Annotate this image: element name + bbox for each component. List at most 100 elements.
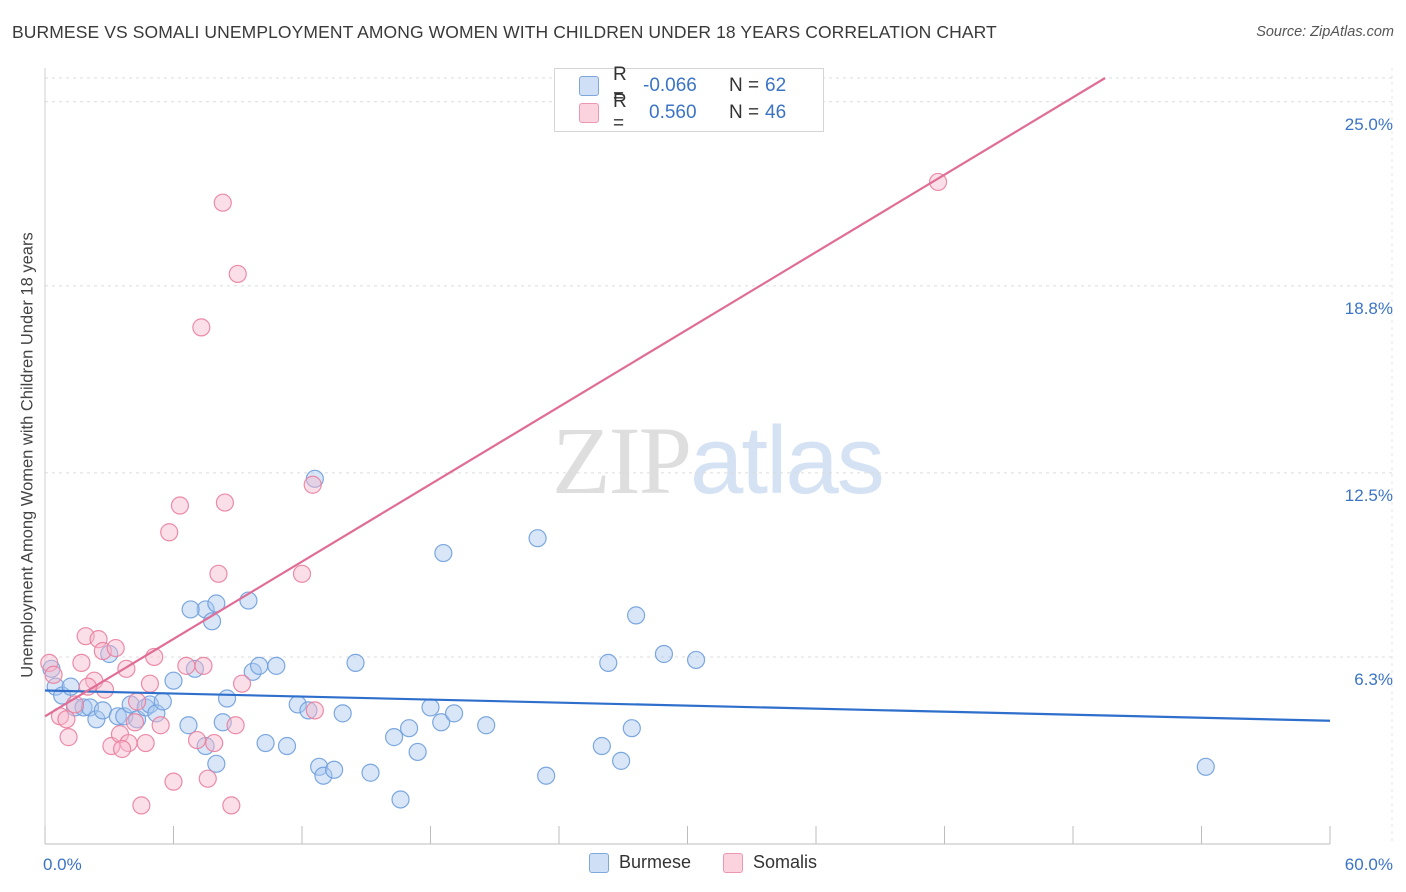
legend-row-somalis: R = 0.560 N = 46 [579, 91, 787, 134]
points-layer [40, 172, 1215, 815]
source-credit: Source: ZipAtlas.com [1256, 24, 1394, 40]
point-somalis [177, 656, 196, 675]
point-burmese [444, 704, 464, 723]
point-somalis [192, 318, 211, 337]
point-burmese [314, 766, 333, 785]
point-burmese [686, 650, 706, 670]
y-tick-label: 25.0% [1345, 115, 1393, 134]
point-burmese [181, 600, 200, 619]
legend-r-label: R = [613, 64, 627, 107]
point-burmese [333, 704, 352, 723]
point-somalis [215, 493, 234, 512]
point-burmese [612, 751, 631, 770]
point-burmese [432, 713, 451, 732]
axis-layer [44, 68, 1393, 845]
point-somalis [305, 701, 324, 720]
legend-swatch-burmese [579, 76, 599, 96]
point-somalis [928, 172, 948, 192]
point-burmese [325, 760, 344, 779]
point-burmese [361, 763, 380, 782]
legend-r-value: -0.066 [643, 75, 697, 96]
watermark-zip: ZIP [552, 407, 692, 514]
label-layer: 6.3% 12.5% 18.8% 25.0% 0.0% 60.0% [43, 115, 1393, 874]
chart-title: BURMESE VS SOMALI UNEMPLOYMENT AMONG WOM… [12, 22, 997, 42]
point-burmese [250, 656, 269, 675]
point-somalis [125, 713, 145, 732]
point-somalis [132, 796, 151, 815]
point-burmese [207, 754, 226, 773]
point-somalis [187, 730, 207, 750]
trend-layer [44, 77, 1331, 722]
point-burmese [537, 766, 556, 785]
point-somalis [136, 733, 155, 753]
point-somalis [303, 475, 322, 494]
point-burmese [391, 790, 410, 809]
point-burmese [654, 644, 674, 664]
point-somalis [140, 674, 160, 693]
legend-n-label: N = [729, 75, 760, 96]
legend-n-label: N = [729, 102, 760, 123]
point-somalis [89, 630, 108, 649]
point-somalis [198, 769, 217, 788]
point-somalis [228, 264, 247, 284]
correlation-legend: R = -0.066 N = 62 R = 0.560 N = 46 [554, 64, 824, 134]
watermark: ZIPatlas [552, 405, 885, 516]
point-somalis [127, 692, 147, 711]
legend-r-label: R = [613, 91, 627, 134]
point-burmese [153, 692, 172, 711]
point-burmese [528, 529, 547, 548]
legend-row-burmese: R = -0.066 N = 62 [579, 64, 787, 107]
point-somalis [213, 193, 232, 212]
legend-swatch-somalis [579, 103, 599, 123]
point-burmese [87, 710, 106, 729]
point-somalis [292, 564, 312, 583]
point-burmese [277, 736, 297, 756]
legend-n-value: 46 [765, 102, 787, 123]
point-burmese [217, 689, 237, 708]
point-somalis [194, 656, 213, 675]
series-label-somalis: Somalis [753, 852, 818, 872]
series-legend-somalis[interactable]: Somalis [723, 852, 817, 873]
series-swatch-burmese [588, 852, 609, 873]
legend-r-value: 0.560 [649, 102, 697, 123]
point-burmese [622, 719, 641, 738]
point-somalis [44, 665, 63, 684]
point-burmese [1196, 757, 1215, 776]
series-legend-burmese[interactable]: Burmese [588, 852, 691, 873]
trend-line-somalis [44, 77, 1106, 718]
point-somalis [232, 674, 252, 693]
x-tick-label: 60.0% [1345, 855, 1393, 874]
point-burmese [599, 653, 618, 672]
point-burmese [108, 707, 127, 726]
point-somalis [57, 710, 76, 729]
point-burmese [164, 671, 183, 690]
point-somalis [222, 796, 241, 815]
point-burmese [408, 742, 427, 762]
point-somalis [170, 496, 190, 515]
point-burmese [61, 677, 80, 696]
point-burmese [299, 701, 318, 720]
point-burmese [477, 716, 496, 735]
point-burmese [399, 719, 419, 738]
point-burmese [346, 653, 365, 672]
point-somalis [112, 739, 132, 759]
point-somalis [160, 523, 179, 542]
point-burmese [179, 716, 198, 735]
legend-n-value: 62 [765, 75, 787, 96]
x-tick-label: 0.0% [43, 855, 82, 874]
point-somalis [72, 653, 91, 672]
point-somalis [226, 716, 245, 735]
point-somalis [40, 653, 59, 672]
point-burmese [434, 543, 453, 563]
point-burmese [310, 757, 329, 776]
y-tick-label: 6.3% [1354, 670, 1393, 689]
series-legend: Burmese Somalis [0, 852, 1406, 873]
point-somalis [59, 728, 78, 747]
point-burmese [421, 698, 440, 717]
point-somalis [164, 772, 183, 791]
point-somalis [205, 733, 224, 753]
point-burmese [384, 728, 404, 747]
point-somalis [209, 564, 228, 583]
watermark-atlas: atlas [690, 407, 885, 514]
